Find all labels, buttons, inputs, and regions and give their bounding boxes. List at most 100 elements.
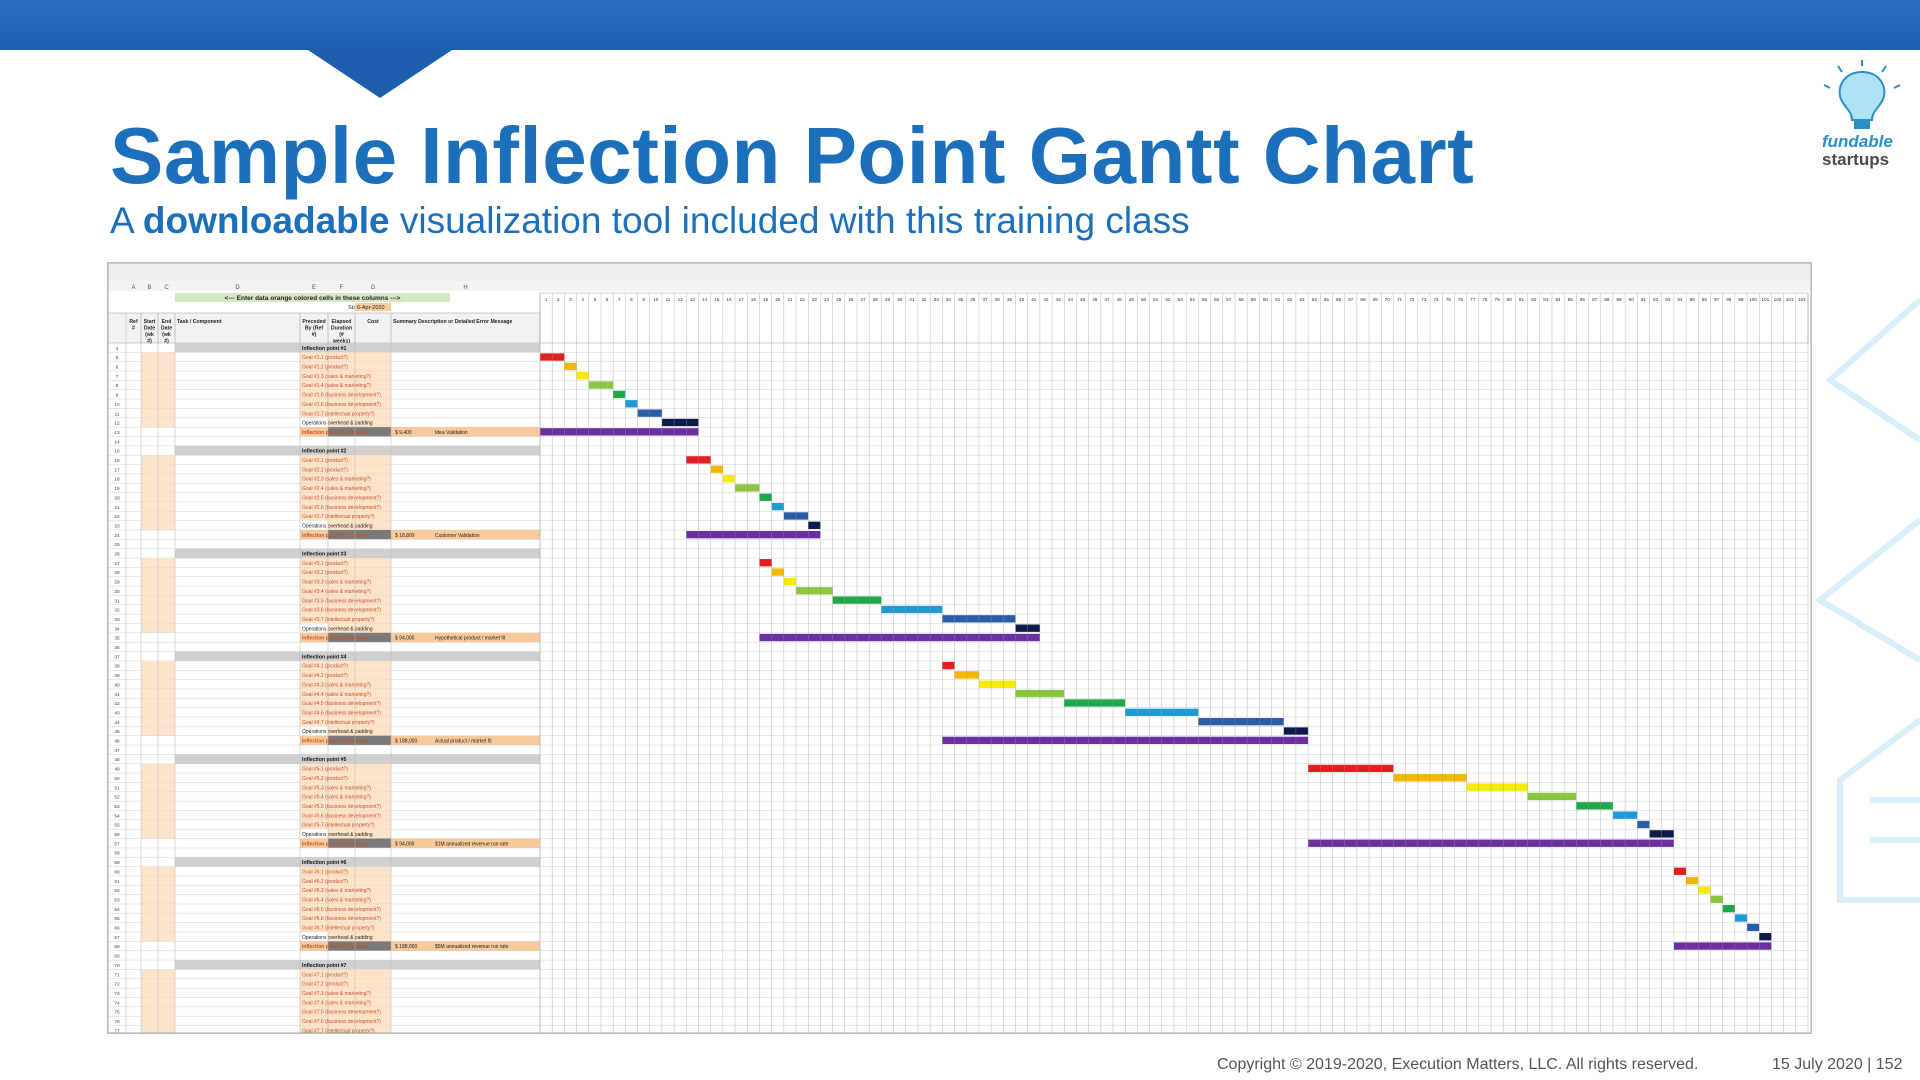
summary-cost: $ 188,000 [395, 739, 417, 745]
week-number: 5 [594, 297, 597, 302]
column-letter: G [371, 285, 376, 291]
week-number: 78 [1482, 297, 1488, 302]
column-letter: E [312, 285, 316, 291]
row-number: 29 [114, 580, 120, 586]
week-number: 33 [934, 297, 940, 302]
task-cell [300, 922, 328, 933]
gantt-bar [942, 661, 955, 670]
week-number: 104 [1798, 297, 1806, 302]
row-number: 54 [114, 813, 120, 819]
task-cell [300, 698, 328, 708]
task-text: Goal #4.7 (intellectual property?) [302, 720, 375, 726]
week-number: 24 [824, 297, 830, 302]
row-number: 14 [114, 439, 120, 445]
input-cells [328, 913, 391, 923]
task-text: Goal #4.4 (sales & marketing?) [302, 692, 371, 698]
input-cells [328, 399, 391, 409]
row-number: 11 [115, 411, 120, 417]
summary-label: Inflection point #4 Summary [302, 739, 369, 745]
row-number: 49 [114, 767, 120, 773]
gantt-bar [1064, 699, 1126, 707]
task-text: Goal #5.2 (product?) [302, 776, 348, 782]
ip-header-row [175, 754, 540, 764]
row-number: 22 [114, 514, 120, 520]
input-cells [328, 904, 391, 914]
week-number: 13 [690, 297, 696, 302]
week-number: 66 [1336, 297, 1342, 302]
ip-header-row [175, 445, 540, 456]
input-cells [328, 576, 391, 587]
week-number: 99 [1738, 297, 1744, 302]
task-cell [300, 614, 328, 624]
row-number: 40 [114, 682, 120, 688]
task-cell [300, 885, 328, 895]
week-number: 49 [1129, 297, 1135, 302]
week-number: 64 [1312, 297, 1318, 302]
gantt-summary-bar [686, 531, 821, 539]
week-number: 30 [897, 297, 903, 302]
row-number: 55 [114, 823, 120, 829]
row-number: 10 [114, 402, 120, 408]
input-cells [328, 558, 391, 568]
week-number: 42 [1043, 297, 1049, 302]
header-label: Task / Component [177, 319, 222, 325]
row-number: 65 [114, 916, 120, 922]
sheet-toolbar-strip [108, 263, 1811, 281]
task-text: Operations overhead & padding [302, 626, 373, 632]
task-cell [300, 773, 328, 783]
gantt-bar [564, 362, 577, 371]
row-number: 31 [114, 598, 120, 604]
gantt-bar [808, 521, 821, 529]
slide-title: Sample Inflection Point Gantt Chart [110, 111, 1475, 200]
input-cells [328, 698, 391, 708]
week-number: 95 [1690, 297, 1696, 302]
gantt-bar [771, 502, 784, 511]
header-label: #) [312, 332, 317, 338]
ip-header-text: Inflection point #7 [302, 963, 346, 969]
task-text: Goal #2.5 (business development?) [302, 495, 381, 501]
subtitle-bold: downloadable [142, 200, 390, 241]
task-text: Goal #6.2 (product?) [302, 879, 348, 885]
task-text: Goal #7.6 (business development?) [302, 1019, 381, 1025]
input-cells [328, 688, 391, 699]
task-text: Goal #5.6 (business development?) [302, 813, 381, 819]
gantt-bar [1576, 802, 1613, 810]
gantt-bar [1686, 876, 1699, 885]
task-cell [300, 932, 328, 942]
summary-row [300, 427, 540, 437]
gantt-bar [613, 390, 626, 399]
ip-header-row [175, 960, 540, 970]
week-number: 98 [1726, 297, 1732, 302]
input-cells [328, 492, 391, 502]
week-number: 14 [702, 297, 708, 302]
task-cell [300, 1025, 328, 1033]
summary-row [300, 632, 540, 643]
row-number: 72 [114, 982, 120, 988]
row-number: 63 [114, 897, 120, 903]
week-number: 50 [1141, 297, 1147, 302]
week-number: 73 [1421, 297, 1427, 302]
week-number: 52 [1165, 297, 1171, 302]
task-cell [300, 380, 328, 390]
summary-desc: Idea Validation [435, 430, 468, 436]
gantt-bar [796, 587, 833, 595]
input-cells [328, 1006, 391, 1017]
task-text: Goal #1.2 (product?) [302, 365, 348, 371]
task-cell [300, 726, 328, 736]
row-number: 24 [114, 533, 120, 539]
week-number: 53 [1178, 297, 1184, 302]
week-number: 59 [1251, 297, 1257, 302]
task-cell [300, 604, 328, 615]
task-cell [300, 997, 328, 1007]
week-number: 39 [1007, 297, 1013, 302]
row-number: 62 [114, 888, 120, 894]
week-number: 71 [1397, 297, 1403, 302]
task-cell [300, 558, 328, 568]
row-number: 4 [116, 346, 119, 352]
week-number: 56 [1214, 297, 1220, 302]
row-number: 5 [116, 355, 119, 361]
row-number: 9 [116, 393, 119, 399]
row-number: 66 [114, 926, 120, 932]
week-number: 32 [921, 297, 927, 302]
row-number: 68 [114, 944, 120, 950]
